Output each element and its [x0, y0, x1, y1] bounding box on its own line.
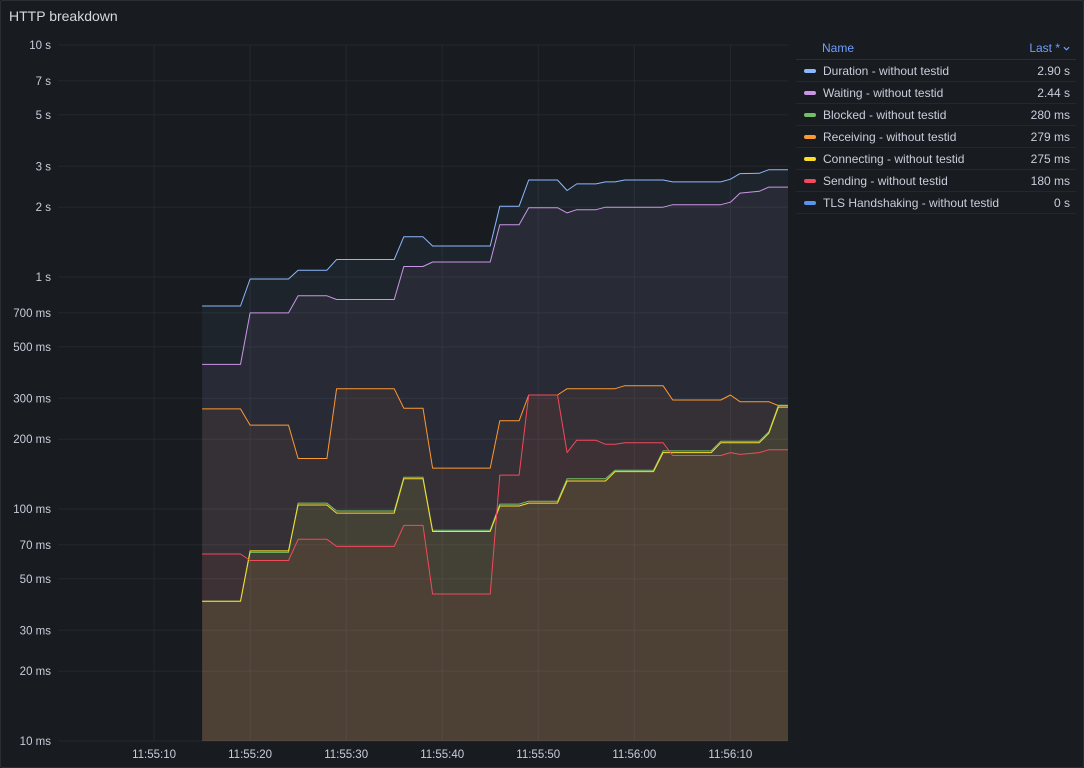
y-tick-label: 70 ms: [20, 540, 52, 552]
y-tick-label: 50 ms: [20, 574, 52, 586]
series-line: [202, 186, 788, 365]
legend-last-value: 2.44 s: [1037, 85, 1070, 100]
legend-color-swatch: [804, 156, 816, 161]
legend-item[interactable]: Receiving - without testid 279 ms: [796, 126, 1076, 148]
x-axis-labels: 11:55:10 11:55:20 11:55:30 11:55:40 11:55:50…: [132, 749, 752, 761]
x-tick-label: 11:55:30: [324, 749, 368, 761]
legend-header: Name Last *: [796, 37, 1076, 60]
y-tick-label: 700 ms: [13, 308, 51, 320]
series-line: [202, 406, 788, 602]
x-tick-label: 11:55:20: [228, 749, 272, 761]
y-tick-label: 3 s: [36, 161, 52, 173]
y-tick-label: 200 ms: [13, 434, 51, 446]
legend-color-swatch: [804, 134, 816, 139]
legend-item[interactable]: Duration - without testid 2.90 s: [796, 60, 1076, 82]
legend-series-name: Duration - without testid: [823, 63, 950, 78]
y-tick-label: 5 s: [36, 110, 52, 122]
legend-series-name: Connecting - without testid: [823, 151, 965, 166]
legend-last-value: 275 ms: [1030, 151, 1070, 166]
x-tick-label: 11:56:00: [612, 749, 656, 761]
y-tick-label: 7 s: [36, 76, 52, 88]
legend-last-header[interactable]: Last *: [1029, 41, 1070, 55]
legend-item[interactable]: Sending - without testid 180 ms: [796, 170, 1076, 192]
y-tick-label: 10 s: [29, 40, 51, 52]
series-line: [202, 385, 788, 469]
legend-last-value: 280 ms: [1030, 107, 1070, 122]
y-tick-label: 100 ms: [13, 504, 51, 516]
legend-table: Name Last * Duration - without testid 2.9…: [796, 37, 1076, 214]
legend-last-value: 0 s: [1053, 195, 1070, 210]
series-area: [202, 187, 789, 742]
x-tick-label: 11:55:10: [132, 749, 176, 761]
legend-color-swatch: [804, 178, 816, 183]
legend-series-name: Receiving - without testid: [823, 129, 957, 144]
legend-color-swatch: [804, 68, 816, 73]
legend-series-name: TLS Handshaking - without testid: [823, 195, 1000, 210]
y-tick-label: 500 ms: [13, 342, 51, 354]
y-tick-label: 300 ms: [13, 393, 51, 405]
y-axis-labels: 10 ms 20 ms 30 ms 50 ms 70 ms 100 ms 200 ms 300…: [13, 40, 51, 748]
y-tick-label: 20 ms: [20, 666, 52, 678]
chevron-down-icon: [1063, 46, 1070, 51]
series-areas: [202, 169, 789, 742]
series-area: [202, 405, 789, 741]
legend-last-value: 180 ms: [1030, 173, 1070, 188]
legend-color-swatch: [804, 200, 816, 205]
y-tick-label: 1 s: [36, 272, 52, 284]
x-tick-label: 11:56:10: [708, 749, 752, 761]
panel-title[interactable]: HTTP breakdown: [9, 8, 118, 24]
series-area: [202, 407, 789, 741]
y-tick-label: 2 s: [36, 202, 52, 214]
legend-series-name: Waiting - without testid: [823, 85, 944, 100]
legend-series-name: Sending - without testid: [823, 173, 948, 188]
legend-color-swatch: [804, 90, 816, 95]
legend-rows: Duration - without testid 2.90 s Waiting -…: [796, 60, 1076, 214]
y-tick-label: 30 ms: [20, 625, 52, 637]
legend-color-swatch: [804, 112, 816, 117]
series-area: [202, 395, 789, 741]
legend-item[interactable]: Connecting - without testid 275 ms: [796, 148, 1076, 170]
legend-item[interactable]: TLS Handshaking - without testid 0 s: [796, 192, 1076, 214]
series-area: [202, 385, 789, 741]
series-lines: [202, 169, 788, 602]
series-line: [202, 404, 788, 602]
x-tick-label: 11:55:40: [420, 749, 464, 761]
time-series-chart[interactable]: 10 ms 20 ms 30 ms 50 ms 70 ms 100 ms 200 ms 300…: [1, 1, 791, 767]
legend-item[interactable]: Blocked - without testid 280 ms: [796, 104, 1076, 126]
series-line: [202, 394, 788, 595]
legend-series-name: Blocked - without testid: [823, 107, 947, 122]
x-tick-label: 11:55:50: [516, 749, 560, 761]
grid: [58, 44, 788, 742]
legend-last-value: 2.90 s: [1037, 63, 1070, 78]
legend-last-value: 279 ms: [1030, 129, 1070, 144]
legend-name-header[interactable]: Name: [822, 41, 855, 55]
series-area: [202, 169, 789, 741]
series-line: [202, 169, 788, 307]
legend-last-header-label: Last *: [1029, 41, 1060, 55]
legend-item[interactable]: Waiting - without testid 2.44 s: [796, 82, 1076, 104]
y-tick-label: 10 ms: [20, 736, 52, 748]
